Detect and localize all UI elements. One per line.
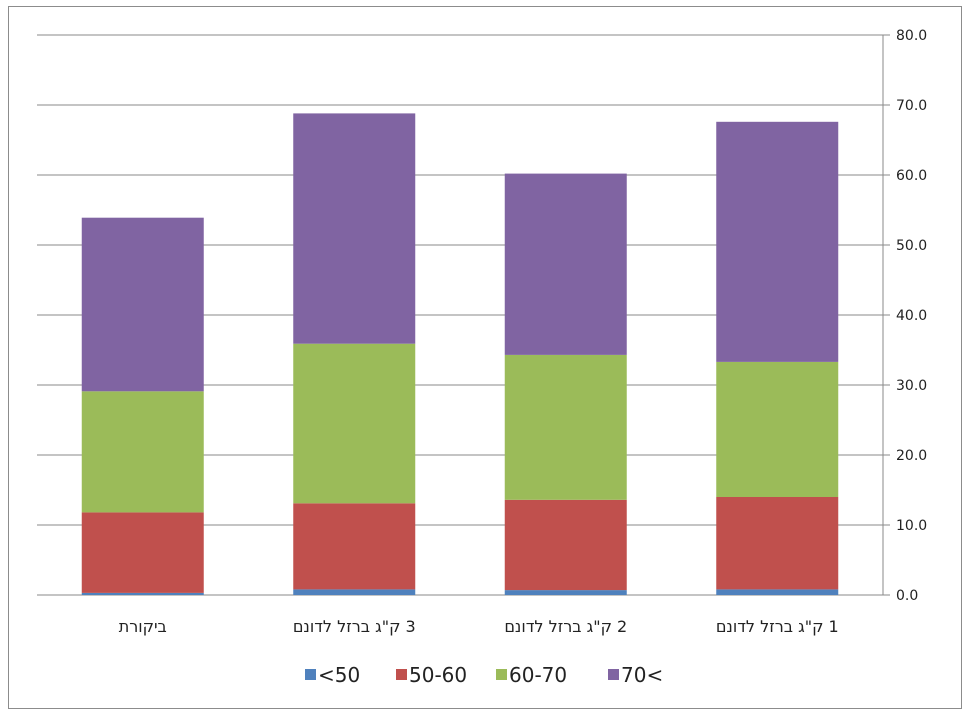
bar-segment-1 [716,589,839,595]
y-tick-label: 30.0 [896,378,927,394]
bar-segment-2 [81,512,204,593]
y-tick-label: 40.0 [896,308,927,324]
bar-segment-4 [293,113,416,344]
bar-segment-1 [504,590,627,595]
y-tick-label: 70.0 [896,98,927,114]
legend-label: 60-70 [509,663,567,687]
bars [81,113,839,595]
category-label: 3 ק"ג ברזל לדונם [293,617,416,636]
bar-segment-2 [716,497,839,590]
bar-segment-4 [81,217,204,392]
category-label: 1 ק"ג ברזל לדונם [716,617,839,636]
y-axis: 0.0 10.0 20.0 30.0 40.0 50.0 60.0 70.0 80.0 [882,28,927,604]
bar-segment-4 [504,173,627,355]
bar-segment-1 [293,589,416,595]
category-labels: ביקורת 3 ק"ג ברזל לדונם 2 ק"ג ברזל לדונם 1 … [119,617,839,636]
y-tick-label: 60.0 [896,168,927,184]
category-label: ביקורת [119,617,167,636]
legend-label: <50 [318,663,360,687]
legend-label: 50-60 [409,663,467,687]
y-tick-label: 50.0 [896,238,927,254]
legend-swatch [396,669,407,680]
bar-segment-4 [716,121,839,362]
y-tick-label: 10.0 [896,518,927,534]
legend-swatch [305,669,316,680]
bar-segment-3 [504,354,627,500]
legend: <50 50-60 60-70 70< [305,663,663,687]
y-tick-label: 80.0 [896,28,927,44]
bar-segment-2 [293,503,416,590]
bar-segment-1 [81,592,204,595]
bar-segment-3 [716,361,839,497]
legend-swatch [496,669,507,680]
bar-segment-3 [293,343,416,504]
legend-label: 70< [621,663,663,687]
category-label: 2 ק"ג ברזל לדונם [504,617,627,636]
y-tick-label: 0.0 [896,588,918,604]
legend-swatch [608,669,619,680]
bar-segment-2 [504,499,627,591]
y-tick-label: 20.0 [896,448,927,464]
bar-segment-3 [81,391,204,513]
